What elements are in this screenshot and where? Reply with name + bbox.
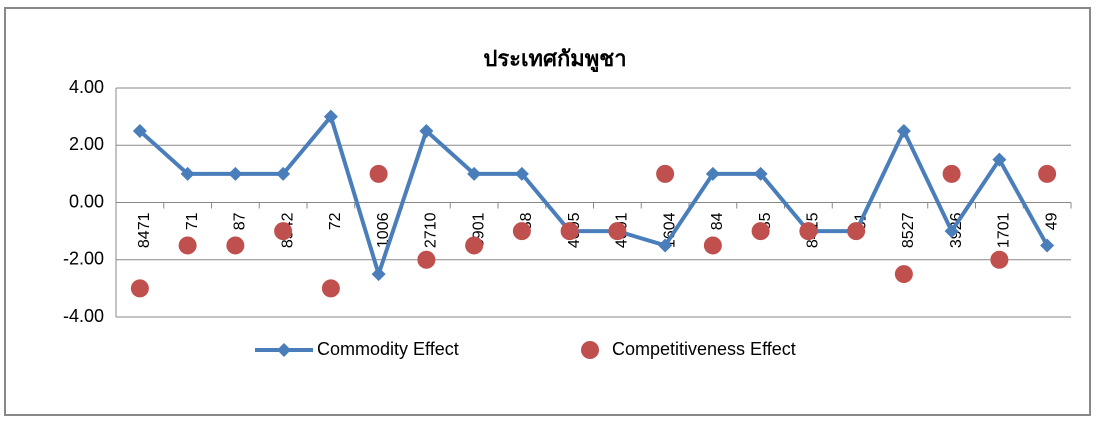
marker xyxy=(1040,238,1055,253)
marker xyxy=(276,166,291,181)
point xyxy=(178,236,197,255)
x-tick-label: 1701 xyxy=(996,212,1013,248)
legend-label: Commodity Effect xyxy=(317,339,459,359)
chart-border xyxy=(4,7,1091,416)
y-tick-label: -2.00 xyxy=(63,249,104,269)
point xyxy=(465,236,484,255)
y-tick-label: 2.00 xyxy=(69,134,104,154)
y-tick-label: 4.00 xyxy=(69,77,104,97)
point xyxy=(894,265,913,284)
x-tick-label: 1006 xyxy=(375,212,392,248)
marker xyxy=(992,152,1007,167)
x-tick-label: 49 xyxy=(1043,212,1060,230)
legend-label: Competitiveness Effect xyxy=(612,339,796,359)
series-line xyxy=(138,112,1049,281)
point xyxy=(1038,164,1057,183)
x-tick-label: 87 xyxy=(232,212,249,230)
marker xyxy=(180,166,195,181)
x-tick-label: 2710 xyxy=(423,212,440,248)
chart-title: ประเทศกัมพูชา xyxy=(483,47,626,73)
marker xyxy=(323,109,338,124)
x-tick-label: 71 xyxy=(184,212,201,230)
y-tick-label: -4.00 xyxy=(63,306,104,326)
x-tick-label: 8527 xyxy=(900,212,917,248)
point xyxy=(130,279,149,298)
y-tick-label: 0.00 xyxy=(69,191,104,211)
x-tick-label: 72 xyxy=(327,212,344,230)
point xyxy=(990,250,1009,269)
point xyxy=(417,250,436,269)
point xyxy=(942,164,961,183)
point xyxy=(847,222,866,241)
point xyxy=(512,222,531,241)
point xyxy=(751,222,770,241)
point xyxy=(656,164,675,183)
marker xyxy=(705,166,720,181)
marker xyxy=(132,123,147,138)
point xyxy=(226,236,245,255)
marker xyxy=(371,267,386,282)
marker xyxy=(944,224,959,239)
point xyxy=(608,222,627,241)
marker xyxy=(467,166,482,181)
marker xyxy=(753,166,768,181)
marker xyxy=(658,238,673,253)
point xyxy=(560,222,579,241)
point xyxy=(369,164,388,183)
point xyxy=(799,222,818,241)
marker xyxy=(228,166,243,181)
x-tick-label: 84 xyxy=(709,212,726,230)
x-tick-label: 8471 xyxy=(136,212,153,248)
marker xyxy=(419,123,434,138)
marker xyxy=(896,123,911,138)
legend-marker xyxy=(277,343,291,357)
point xyxy=(703,236,722,255)
legend-marker xyxy=(581,341,599,359)
marker xyxy=(514,166,529,181)
point xyxy=(274,222,293,241)
point xyxy=(321,279,340,298)
